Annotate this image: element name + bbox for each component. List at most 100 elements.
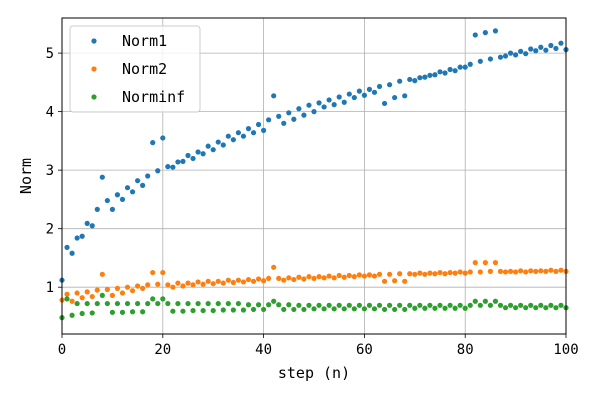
data-point-norminf	[210, 307, 216, 314]
data-point-norm1	[513, 52, 519, 58]
data-point-norm1	[145, 173, 151, 179]
data-point-norm1	[482, 30, 488, 36]
data-point-norm2	[255, 276, 262, 282]
data-point-norm1	[271, 93, 277, 99]
data-point-norm2	[558, 267, 564, 273]
data-point-norm1	[462, 64, 468, 70]
legend-marker-norminf	[91, 94, 97, 100]
data-point-norminf	[371, 306, 378, 312]
x-tick-label: 80	[457, 342, 474, 358]
data-point-norm2	[447, 269, 453, 276]
data-point-norminf	[200, 307, 206, 314]
data-point-norminf	[185, 300, 191, 307]
data-point-norminf	[180, 308, 186, 314]
data-point-norm1	[104, 197, 110, 204]
data-point-norm1	[538, 44, 544, 50]
data-point-norminf	[437, 302, 443, 308]
data-point-norminf	[487, 302, 493, 308]
data-point-norm2	[402, 278, 408, 284]
data-point-norm1	[205, 143, 211, 149]
data-point-norm2	[321, 275, 327, 281]
data-point-norm1	[397, 78, 403, 84]
data-point-norm2	[114, 285, 121, 291]
data-point-norminf	[145, 300, 151, 307]
data-point-norminf	[286, 302, 292, 308]
data-point-norm1	[467, 61, 473, 67]
data-point-norm1	[109, 206, 115, 212]
data-point-norm2	[472, 260, 478, 266]
data-point-norm2	[69, 298, 75, 304]
data-point-norminf	[316, 302, 322, 308]
data-point-norminf	[412, 305, 418, 311]
data-point-norm2	[235, 277, 241, 283]
data-point-norminf	[387, 302, 393, 308]
data-point-norminf	[523, 305, 529, 311]
data-point-norm2	[230, 279, 236, 286]
data-point-norm2	[528, 268, 534, 274]
data-point-norminf	[84, 300, 90, 307]
data-point-norm1	[492, 28, 499, 34]
data-point-norm2	[381, 278, 388, 284]
data-point-norminf	[513, 305, 519, 311]
data-point-norm1	[210, 147, 216, 153]
data-point-norminf	[492, 298, 499, 304]
data-point-norm1	[366, 86, 373, 92]
data-point-norm1	[235, 130, 241, 136]
data-point-norm2	[482, 260, 488, 266]
data-point-norm1	[261, 127, 267, 133]
data-point-norm1	[306, 102, 312, 108]
data-point-norm2	[155, 281, 161, 287]
data-point-norminf	[245, 302, 252, 308]
series-norminf	[59, 292, 569, 321]
data-point-norm1	[412, 78, 418, 84]
data-point-norm1	[321, 104, 327, 110]
data-point-norminf	[447, 302, 453, 308]
x-axis-ticks: 0 20 40 60 80 100	[58, 334, 579, 358]
legend-label-norm1: Norm1	[122, 32, 167, 50]
data-point-norm2	[427, 270, 433, 276]
data-point-norm2	[311, 275, 317, 282]
data-point-norm2	[140, 285, 146, 291]
data-point-norminf	[215, 300, 221, 307]
data-point-norminf	[94, 300, 100, 307]
data-point-norm2	[376, 271, 383, 277]
data-point-norminf	[538, 302, 544, 308]
data-point-norm1	[69, 250, 75, 256]
data-point-norm2	[296, 274, 302, 280]
data-point-norminf	[432, 305, 438, 311]
data-point-norm2	[523, 269, 529, 275]
data-point-norm2	[250, 278, 257, 284]
data-point-norm2	[502, 269, 509, 275]
x-axis-label: step (n)	[278, 364, 350, 382]
data-point-norm2	[326, 273, 332, 279]
data-point-norm1	[432, 72, 438, 78]
data-point-norm2	[492, 260, 499, 266]
data-point-norminf	[240, 307, 247, 313]
data-point-norminf	[255, 302, 262, 308]
data-point-norm2	[180, 283, 186, 289]
data-point-norm1	[160, 135, 166, 141]
data-point-norm1	[180, 158, 186, 164]
data-point-norminf	[452, 305, 458, 311]
data-point-norm2	[417, 270, 423, 276]
data-point-norm2	[195, 279, 201, 285]
data-point-norm1	[64, 244, 70, 250]
data-point-norm1	[346, 91, 352, 97]
data-point-norminf	[356, 302, 362, 308]
data-point-norminf	[150, 296, 156, 302]
data-point-norminf	[195, 300, 201, 307]
data-point-norm1	[79, 233, 85, 239]
data-point-norm2	[336, 272, 342, 279]
data-point-norminf	[351, 306, 357, 312]
data-point-norm2	[387, 271, 393, 277]
data-point-norm1	[170, 164, 176, 170]
data-point-norm2	[407, 271, 413, 277]
data-point-norminf	[119, 309, 126, 315]
data-point-norm1	[558, 40, 564, 46]
data-point-norm2	[64, 291, 70, 297]
data-point-norminf	[336, 302, 342, 308]
data-point-norminf	[507, 302, 514, 308]
data-point-norm1	[548, 42, 554, 49]
data-point-norm2	[109, 292, 115, 298]
